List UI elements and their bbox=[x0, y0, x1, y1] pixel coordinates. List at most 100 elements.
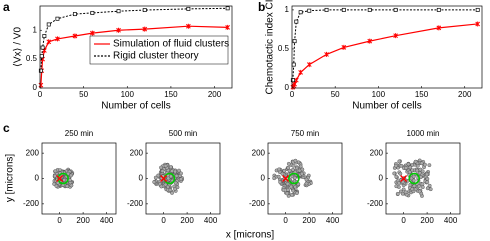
cell bbox=[170, 190, 174, 195]
marker bbox=[367, 7, 372, 12]
cell bbox=[298, 164, 303, 169]
marker bbox=[55, 36, 60, 42]
marker bbox=[72, 33, 78, 39]
x-tick-label: 0 bbox=[161, 216, 166, 225]
marker bbox=[72, 12, 77, 17]
cell bbox=[423, 162, 427, 167]
marker bbox=[186, 6, 191, 11]
source-mark bbox=[56, 175, 64, 182]
panel-label: a bbox=[3, 0, 10, 14]
cell bbox=[394, 184, 399, 189]
center-mark bbox=[288, 172, 300, 185]
cell bbox=[392, 171, 397, 176]
cell bbox=[152, 180, 157, 184]
cell bbox=[285, 181, 290, 186]
cell bbox=[277, 167, 281, 172]
cell bbox=[425, 180, 430, 185]
center-mark bbox=[57, 172, 69, 185]
marker bbox=[90, 30, 95, 36]
marker bbox=[225, 6, 230, 11]
x-axis-label: x [microns] bbox=[226, 230, 275, 241]
cell bbox=[304, 177, 309, 182]
x-tick-label: 200 bbox=[302, 216, 316, 225]
source-mark bbox=[282, 175, 290, 182]
cell bbox=[418, 167, 423, 172]
legend-label: Simulation of fluid clusters bbox=[113, 39, 229, 50]
plot-frame bbox=[291, 5, 483, 89]
cell bbox=[407, 170, 412, 175]
x-tick-label: 200 bbox=[76, 216, 90, 225]
cell bbox=[427, 183, 432, 188]
cell bbox=[282, 168, 287, 173]
cell-cluster bbox=[272, 158, 313, 198]
cell bbox=[168, 174, 173, 179]
cell bbox=[174, 173, 179, 178]
cell bbox=[408, 182, 413, 187]
marker bbox=[393, 7, 398, 12]
marker bbox=[46, 39, 52, 45]
cell bbox=[406, 162, 411, 167]
cell-cluster bbox=[392, 158, 433, 198]
marker bbox=[475, 21, 481, 27]
cell bbox=[411, 174, 416, 179]
cell bbox=[159, 184, 164, 189]
cell bbox=[304, 181, 309, 186]
cell bbox=[400, 191, 405, 196]
cell bbox=[285, 191, 290, 196]
y-axis-label: Chemotactic index CI bbox=[265, 0, 276, 95]
cell bbox=[163, 163, 168, 168]
cell bbox=[52, 173, 57, 178]
x-tick-label: 0 bbox=[38, 90, 43, 99]
cell bbox=[411, 178, 416, 183]
marker bbox=[298, 10, 303, 15]
marker bbox=[294, 19, 299, 24]
series-line bbox=[292, 9, 478, 81]
x-axis-label: Number of cells bbox=[352, 101, 421, 112]
marker bbox=[290, 78, 295, 83]
marker bbox=[90, 10, 95, 15]
plot-frame bbox=[145, 142, 221, 215]
y-tick-label: 0 bbox=[33, 83, 38, 92]
cell bbox=[417, 189, 422, 194]
marker bbox=[475, 7, 480, 12]
source-mark bbox=[400, 175, 408, 182]
y-tick-label: 1 bbox=[33, 25, 38, 34]
panel-title: 1000 min bbox=[407, 129, 440, 138]
cell bbox=[173, 180, 178, 185]
x-tick-label: 400 bbox=[444, 216, 458, 225]
legend-box bbox=[89, 35, 229, 65]
cell bbox=[177, 168, 181, 173]
y-tick-label: 0.5 bbox=[26, 54, 38, 63]
cell bbox=[160, 169, 165, 174]
cell bbox=[410, 187, 415, 192]
x-tick-label: 150 bbox=[415, 90, 429, 99]
x-tick-label: 400 bbox=[204, 216, 218, 225]
cell bbox=[395, 191, 400, 196]
cell bbox=[417, 184, 421, 189]
cell bbox=[278, 180, 283, 184]
cell bbox=[156, 173, 161, 178]
panel-title: 250 min bbox=[65, 129, 93, 138]
marker bbox=[436, 7, 441, 12]
source-mark bbox=[160, 175, 168, 182]
cell bbox=[396, 181, 401, 185]
y-tick-label: 0 bbox=[139, 174, 144, 183]
marker bbox=[42, 34, 47, 38]
cell bbox=[292, 175, 297, 180]
cell bbox=[173, 169, 178, 174]
cell bbox=[173, 186, 177, 191]
marker bbox=[341, 7, 346, 12]
panel-label: c bbox=[3, 121, 10, 135]
cell bbox=[408, 165, 413, 170]
marker bbox=[341, 44, 347, 50]
cell bbox=[179, 171, 183, 176]
panel-label: b bbox=[258, 0, 265, 14]
marker bbox=[324, 51, 329, 57]
plot-frame bbox=[39, 5, 233, 89]
cell bbox=[295, 191, 299, 195]
cell bbox=[69, 173, 73, 178]
marker bbox=[367, 38, 373, 44]
panel-title: 750 min bbox=[291, 129, 319, 138]
cell bbox=[289, 184, 294, 189]
